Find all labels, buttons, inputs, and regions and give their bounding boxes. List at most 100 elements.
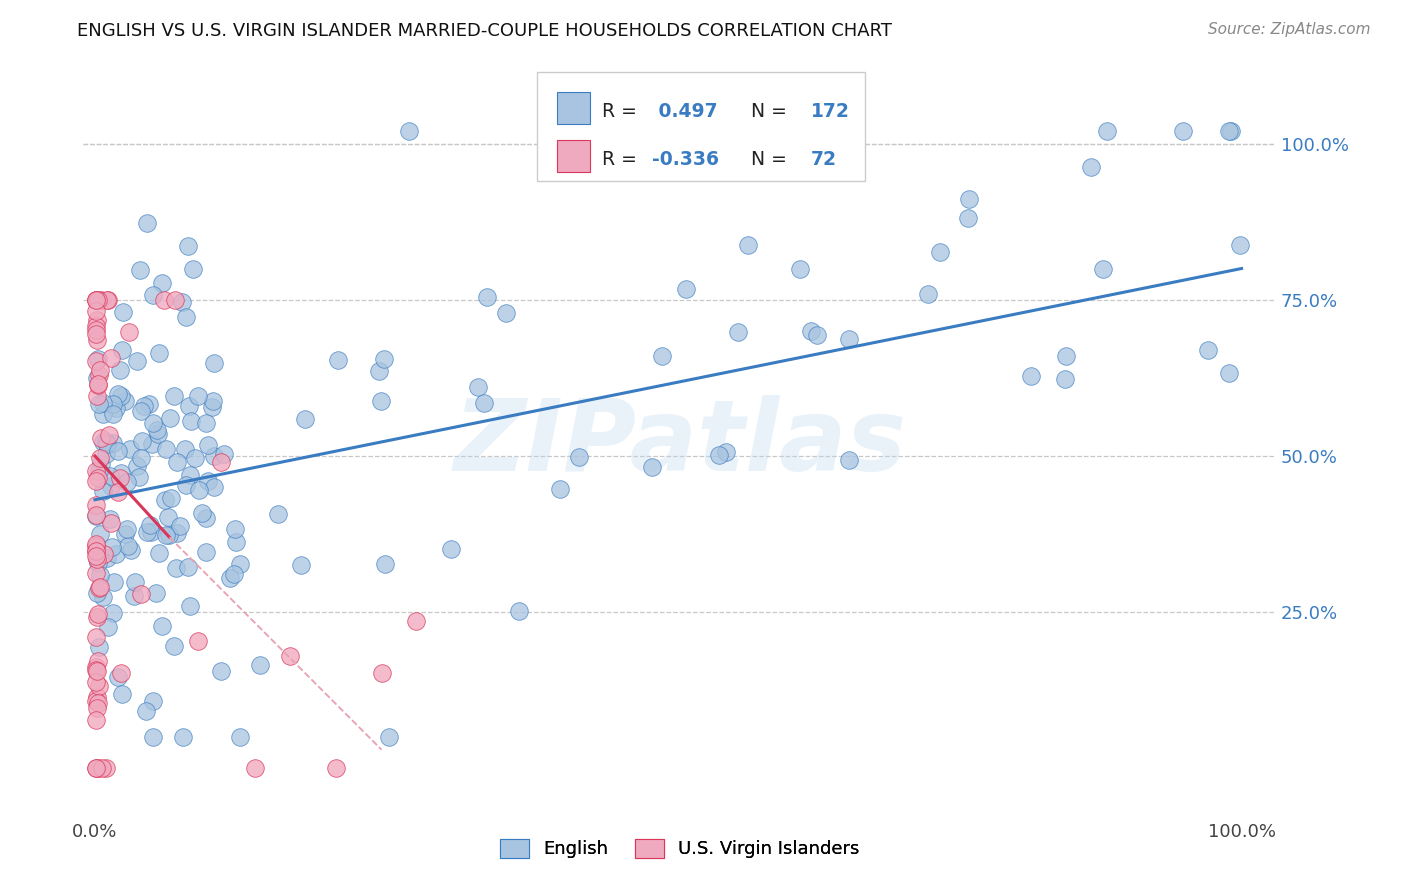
Point <box>117 539 139 553</box>
Point <box>101 606 124 620</box>
Point <box>142 694 165 708</box>
Point <box>474 396 496 410</box>
Point <box>107 444 129 458</box>
Point <box>91 483 114 498</box>
Point <box>159 411 181 425</box>
Point <box>117 522 139 536</box>
FancyBboxPatch shape <box>537 72 865 181</box>
Point <box>160 491 183 506</box>
Point <box>86 552 108 566</box>
Point <box>806 327 828 342</box>
Point <box>84 293 107 307</box>
Text: N =: N = <box>740 150 793 169</box>
Point <box>1054 349 1077 363</box>
Point <box>129 263 152 277</box>
Point <box>118 442 141 456</box>
Point <box>495 306 517 320</box>
Point <box>100 540 122 554</box>
Point <box>90 458 112 472</box>
Point <box>114 526 136 541</box>
Point <box>202 449 225 463</box>
Point <box>278 649 301 664</box>
Point <box>183 450 205 465</box>
Text: N =: N = <box>740 102 793 121</box>
Point <box>100 516 122 530</box>
Point <box>245 762 267 776</box>
Point <box>170 294 193 309</box>
Point <box>152 619 174 633</box>
Point <box>94 762 117 776</box>
Point <box>195 545 218 559</box>
Point <box>202 393 225 408</box>
Point <box>114 393 136 408</box>
Point <box>398 124 420 138</box>
Point <box>91 762 114 776</box>
Point <box>201 400 224 414</box>
Point <box>405 614 427 628</box>
Point <box>1197 343 1219 358</box>
Text: ZIPatlas: ZIPatlas <box>453 395 907 492</box>
Point <box>294 412 316 426</box>
Point <box>86 312 108 326</box>
Point <box>117 475 139 489</box>
Point <box>108 362 131 376</box>
Point <box>98 469 121 483</box>
Point <box>108 471 131 485</box>
Point <box>1019 368 1042 383</box>
Point <box>564 165 586 179</box>
Point <box>94 447 117 461</box>
Text: 172: 172 <box>811 102 849 121</box>
Point <box>1218 124 1240 138</box>
Text: R =: R = <box>602 150 643 169</box>
Point <box>1219 124 1241 138</box>
Point <box>188 483 211 498</box>
Point <box>368 364 391 378</box>
Point <box>96 550 118 565</box>
Point <box>180 414 202 428</box>
Point <box>128 469 150 483</box>
FancyBboxPatch shape <box>557 92 591 124</box>
Point <box>179 399 201 413</box>
Point <box>84 293 107 307</box>
Point <box>707 448 730 462</box>
Point <box>654 124 676 138</box>
Point <box>177 559 200 574</box>
Point <box>153 493 176 508</box>
Point <box>93 547 115 561</box>
Point <box>84 354 107 368</box>
Point <box>84 463 107 477</box>
Point <box>148 346 170 360</box>
Point <box>1095 124 1118 138</box>
Point <box>84 549 107 563</box>
Point <box>89 362 111 376</box>
Point <box>84 327 107 342</box>
Point <box>641 460 664 475</box>
Point <box>86 556 108 570</box>
Point <box>107 670 129 684</box>
Point <box>1229 238 1251 252</box>
Point <box>90 293 112 307</box>
Point <box>957 192 980 206</box>
Point <box>266 507 288 521</box>
Point <box>127 458 149 473</box>
Point <box>219 571 242 585</box>
Point <box>87 762 110 776</box>
Point <box>202 356 225 370</box>
Point <box>86 610 108 624</box>
Point <box>90 431 112 445</box>
Point <box>86 654 108 668</box>
Point <box>87 607 110 622</box>
Point <box>84 663 107 677</box>
Point <box>191 506 214 520</box>
Point <box>111 687 134 701</box>
Point <box>172 730 194 744</box>
Point <box>84 323 107 337</box>
Point <box>101 397 124 411</box>
Point <box>373 352 395 367</box>
Point <box>97 428 120 442</box>
Point <box>129 587 152 601</box>
Point <box>163 640 186 654</box>
Point <box>91 396 114 410</box>
Point <box>229 557 252 571</box>
Point <box>100 351 122 365</box>
